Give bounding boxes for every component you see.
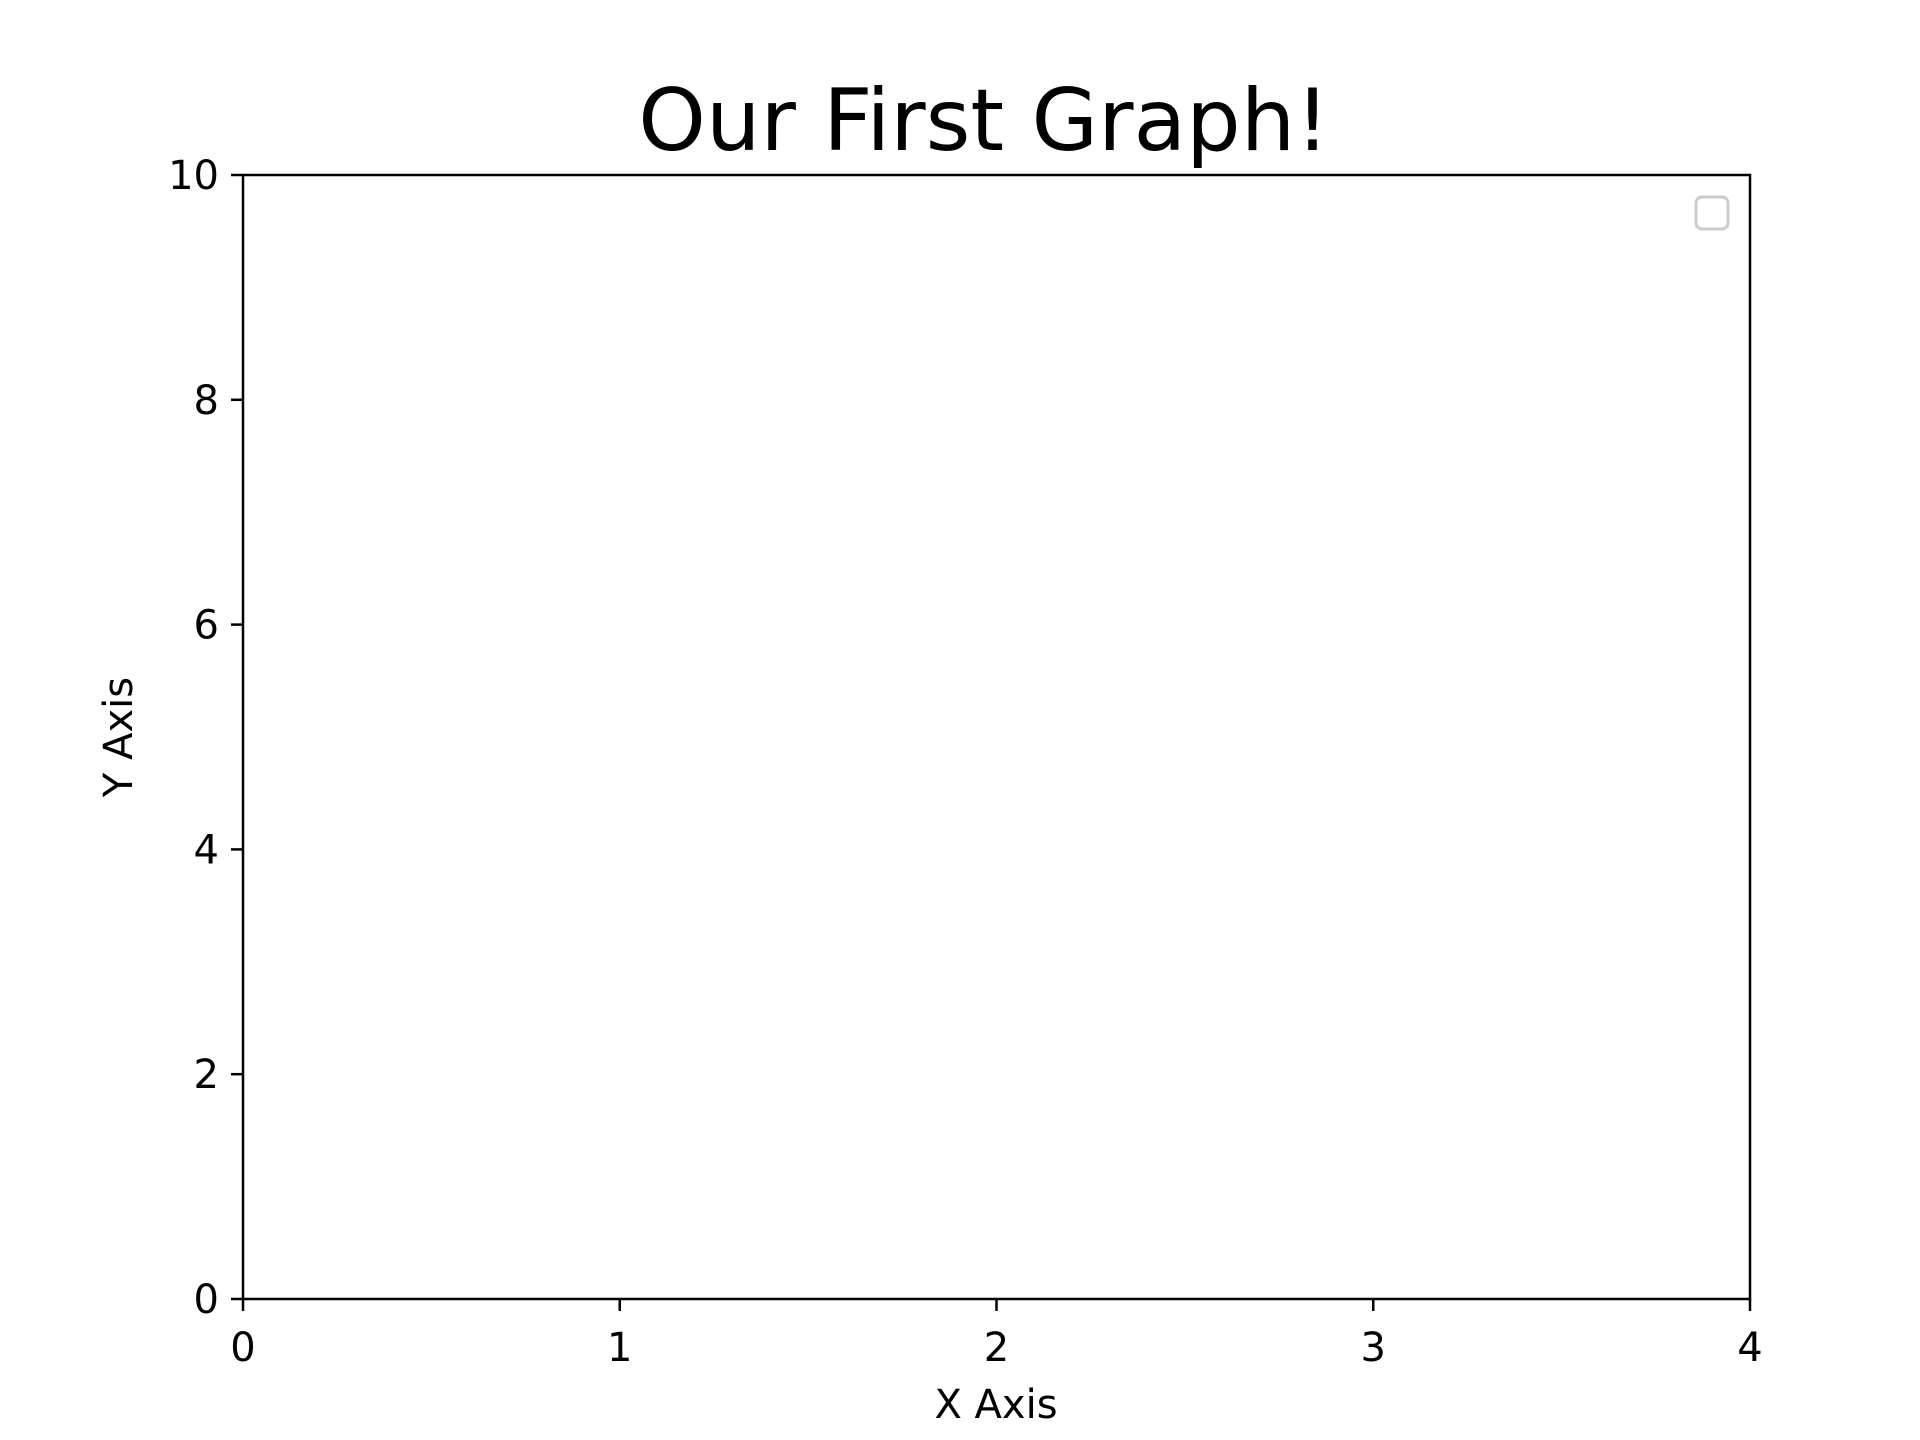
legend-box (1694, 195, 1730, 231)
y-axis-label: Y Axis (96, 677, 142, 798)
x-tick-label: 2 (984, 1325, 1009, 1371)
y-tick-label: 4 (194, 827, 219, 873)
x-tick-label: 1 (607, 1325, 632, 1371)
y-tick-label: 2 (194, 1052, 219, 1098)
y-tick-label: 8 (194, 378, 219, 424)
x-tick-label: 0 (230, 1325, 255, 1371)
x-axis-label: X Axis (934, 1382, 1057, 1428)
x-tick-label: 3 (1361, 1325, 1386, 1371)
y-tick-label: 6 (194, 603, 219, 649)
y-axis-ticks: 0 2 4 6 8 10 (168, 153, 243, 1323)
chart-title: Our First Graph! (638, 71, 1330, 171)
y-tick-label: 10 (168, 153, 219, 199)
y-tick-label: 0 (194, 1277, 219, 1323)
x-axis-ticks: 0 1 2 3 4 (230, 1299, 1763, 1371)
plot-area-frame (241, 173, 1752, 1301)
x-tick-label: 4 (1737, 1325, 1762, 1371)
